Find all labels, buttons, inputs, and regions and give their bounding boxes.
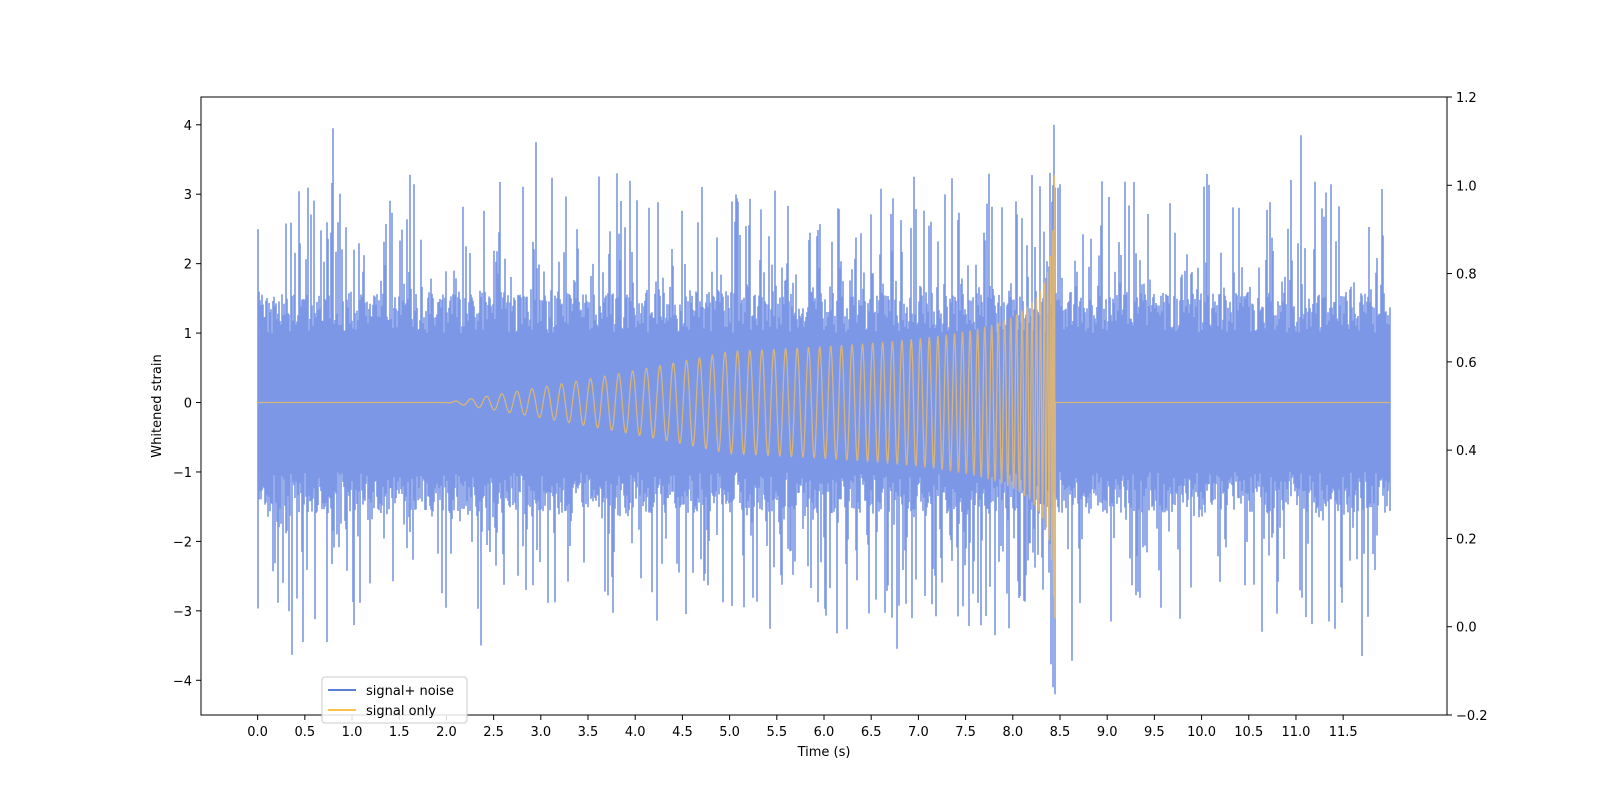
y2-tick-label: −0.2 xyxy=(1456,709,1488,724)
legend-box xyxy=(321,676,468,724)
x-tick-label: 9.0 xyxy=(1097,725,1118,740)
x-tick-label: 5.5 xyxy=(766,725,787,740)
y-axis-right: −0.2 0.0 0.2 0.4 0.6 0.8 1.0 1.2 xyxy=(1447,91,1488,724)
y-tick-label: 2 xyxy=(184,258,192,273)
y2-tick-label: 0.2 xyxy=(1456,532,1477,547)
x-tick-label: 0.5 xyxy=(294,725,315,740)
y2-tick-label: 0.8 xyxy=(1456,268,1477,283)
legend-label-signal-only: signal only xyxy=(366,704,436,719)
x-tick-label: 6.0 xyxy=(814,725,835,740)
y2-tick-label: 0.4 xyxy=(1456,444,1477,459)
y-tick-label: 0 xyxy=(184,397,192,412)
x-tick-label: 4.0 xyxy=(625,725,646,740)
x-tick-label: 1.5 xyxy=(389,725,410,740)
x-tick-label: 8.5 xyxy=(1050,725,1071,740)
x-tick-label: 7.0 xyxy=(908,725,929,740)
x-tick-label: 9.5 xyxy=(1144,725,1165,740)
y2-tick-label: 1.2 xyxy=(1456,91,1477,106)
x-tick-label: 2.5 xyxy=(483,725,504,740)
x-tick-label: 0.0 xyxy=(247,725,268,740)
y-tick-label: 4 xyxy=(184,119,192,134)
x-tick-label: 8.0 xyxy=(1002,725,1023,740)
y-axis-label: Whitened strain xyxy=(150,354,165,457)
y2-tick-label: 0.6 xyxy=(1456,356,1477,371)
y2-tick-label: 1.0 xyxy=(1456,179,1477,194)
legend: signal+ noise signal only xyxy=(321,676,468,724)
x-tick-label: 11.5 xyxy=(1329,725,1358,740)
y-tick-label: 1 xyxy=(184,327,192,342)
plot-area xyxy=(257,124,1391,695)
x-tick-label: 7.5 xyxy=(955,725,976,740)
x-tick-label: 1.0 xyxy=(342,725,363,740)
y-tick-label: −1 xyxy=(173,466,192,481)
y-tick-label: −4 xyxy=(173,674,192,689)
series-signal-only xyxy=(257,175,1391,619)
x-tick-label: 3.5 xyxy=(578,725,599,740)
y-tick-label: 3 xyxy=(184,188,192,203)
x-tick-label: 3.0 xyxy=(530,725,551,740)
x-tick-label: 10.0 xyxy=(1187,725,1216,740)
y-tick-label: −3 xyxy=(173,605,192,620)
x-tick-label: 10.5 xyxy=(1234,725,1263,740)
y-axis-left: −4 −3 −2 −1 0 1 2 3 4 xyxy=(173,119,201,689)
y2-tick-label: 0.0 xyxy=(1456,621,1477,636)
x-tick-label: 5.0 xyxy=(719,725,740,740)
legend-label-signal-noise: signal+ noise xyxy=(366,684,454,699)
x-tick-label: 11.0 xyxy=(1281,725,1310,740)
x-tick-label: 2.0 xyxy=(436,725,457,740)
series-signal-noise xyxy=(257,124,1391,695)
x-tick-label: 4.5 xyxy=(672,725,693,740)
x-axis-label: Time (s) xyxy=(797,745,851,760)
x-axis: 0.0 0.5 1.0 1.5 2.0 2.5 3.0 3.5 4.0 4.5 5.0 5.5 6.0 6… xyxy=(247,715,1358,740)
x-tick-label: 6.5 xyxy=(861,725,882,740)
y-tick-label: −2 xyxy=(173,535,192,550)
